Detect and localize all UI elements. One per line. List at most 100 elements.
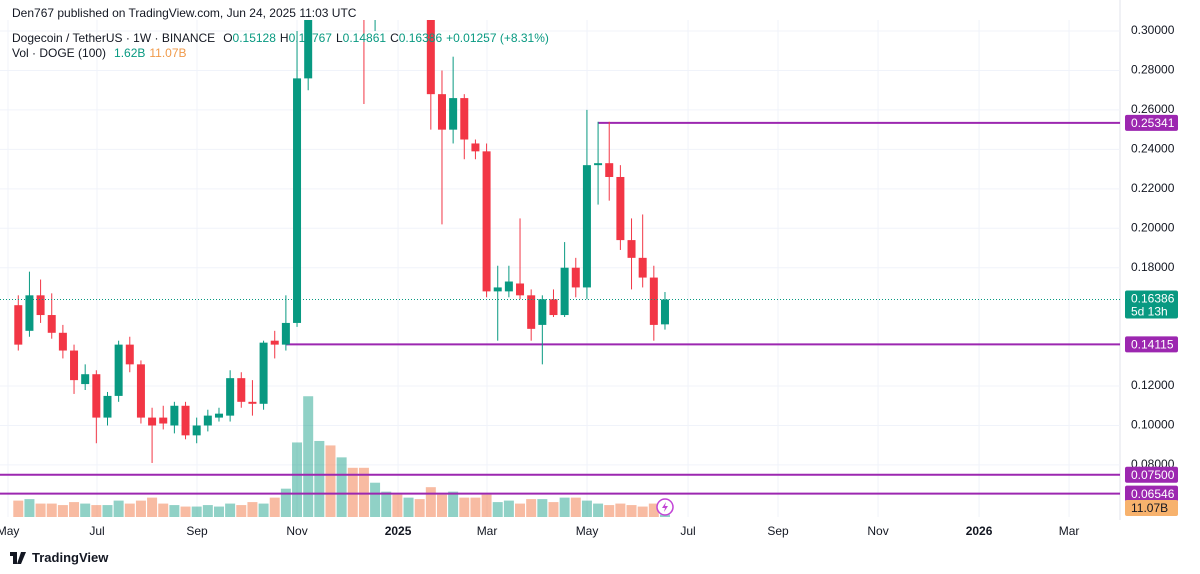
candle-body <box>281 322 290 345</box>
x-tick-label: Nov <box>867 524 888 538</box>
volume-bar <box>358 467 369 517</box>
level-label: 0.14115 <box>1131 338 1174 352</box>
level-badge <box>1125 466 1178 483</box>
x-tick-label: May <box>0 524 19 538</box>
volume-bar <box>191 506 202 517</box>
candle-body <box>560 267 569 316</box>
volume-bar <box>13 500 24 517</box>
volume-bar <box>347 467 358 517</box>
ohlc-value: 0.14861 <box>342 31 387 45</box>
candle-body <box>493 287 502 292</box>
candle-body <box>58 332 67 351</box>
y-tick-label: 0.20000 <box>1131 220 1175 234</box>
volume-bar <box>202 505 213 517</box>
volume-bar <box>403 497 414 517</box>
volume-bar <box>325 445 336 517</box>
volume-bar <box>559 497 570 517</box>
volume-bar <box>526 499 537 517</box>
volume-bar <box>225 503 236 517</box>
candle-body <box>25 295 34 331</box>
volume-bar <box>46 503 57 517</box>
candle-body <box>527 295 536 329</box>
volume-bar <box>548 502 559 517</box>
publisher: Den767 published on TradingView.com, Jun… <box>12 6 360 20</box>
candle-body <box>226 378 235 416</box>
ohlc-letter: L <box>335 31 343 45</box>
volume-bar <box>80 503 91 517</box>
volume-bar <box>659 514 670 517</box>
volume-bar <box>113 500 124 517</box>
candle-body <box>36 295 45 316</box>
volume-bar <box>593 503 604 517</box>
candle-body <box>270 340 279 345</box>
candle-body <box>304 20 313 79</box>
brand-logo <box>10 551 26 564</box>
candle-body <box>660 299 669 325</box>
ohlc-value: 0.16767 <box>288 31 332 45</box>
x-tick-label: Mar <box>1059 524 1080 538</box>
candle-body <box>237 378 246 402</box>
alert-icon[interactable] <box>656 498 674 516</box>
candle-body <box>259 342 268 404</box>
candle-body <box>70 350 79 381</box>
x-tick-label: May <box>576 524 599 538</box>
candle-body <box>627 240 636 258</box>
volume-bar <box>158 503 169 517</box>
candle-body <box>181 405 190 436</box>
volume-bar <box>102 505 113 517</box>
volume-ma-value: 11.07B <box>149 46 187 60</box>
ohlc-letter: H <box>279 31 289 45</box>
candle-body <box>449 98 458 130</box>
volume-bar <box>269 497 280 517</box>
volume-bar <box>69 502 80 517</box>
volume-bar <box>604 505 615 517</box>
candle-body <box>460 98 469 140</box>
x-tick-label: Jul <box>680 524 695 538</box>
volume-bar <box>381 491 392 517</box>
candle-body <box>504 281 513 292</box>
volume-ma-badge <box>1125 500 1178 516</box>
candle-body <box>638 257 647 278</box>
candle-body <box>203 415 212 426</box>
plot-area <box>0 20 1120 517</box>
volume-bar <box>247 502 258 517</box>
volume-bar <box>537 499 548 517</box>
candle-body <box>125 344 134 365</box>
level-label: 0.06546 <box>1131 487 1175 501</box>
candle-body <box>437 94 446 130</box>
volume-value: 1.62B <box>114 46 146 60</box>
level-label: 0.07500 <box>1131 468 1175 482</box>
volume-bar <box>470 497 481 517</box>
volume-title: Vol · DOGE (100) <box>12 46 107 60</box>
x-tick-label: Sep <box>186 524 208 538</box>
volume-bar <box>236 505 247 517</box>
y-tick-label: 0.30000 <box>1131 23 1175 37</box>
candle-body <box>293 78 302 323</box>
candle-body <box>426 20 435 95</box>
y-tick-label: 0.18000 <box>1131 260 1175 274</box>
volume-bar <box>370 482 381 517</box>
price-label: 0.16386 <box>1131 292 1175 306</box>
volume-bar <box>648 503 659 517</box>
candle-body <box>649 277 658 325</box>
volume-bar <box>581 500 592 517</box>
candle-body <box>248 401 257 404</box>
candle-body <box>148 417 157 426</box>
level-badge <box>1125 336 1178 353</box>
candle-body <box>214 413 223 418</box>
candle-body <box>192 425 201 436</box>
volume-bar <box>180 506 191 517</box>
symbol-legend: Dogecoin / TetherUS · 1W · BINANCE O0.151… <box>12 31 557 45</box>
x-tick-label: 2026 <box>966 524 993 538</box>
volume-bar <box>425 487 436 517</box>
volume-bar <box>336 457 347 517</box>
candle-body <box>549 299 558 316</box>
level-badge <box>1125 114 1178 131</box>
volume-bar <box>91 505 102 517</box>
volume-bar <box>414 499 425 517</box>
volume-bar <box>292 442 303 517</box>
volume-bar <box>626 505 637 517</box>
volume-bar <box>147 497 158 517</box>
volume-bar <box>24 499 35 517</box>
